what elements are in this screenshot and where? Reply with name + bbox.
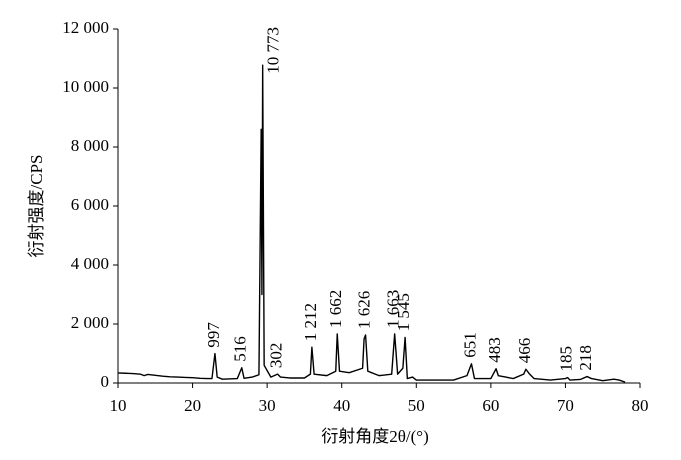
x-tick-label: 30 (259, 396, 276, 415)
peak-label: 218 (576, 345, 595, 371)
peak-label: 10 773 (264, 27, 283, 74)
y-tick-label: 8 000 (71, 136, 109, 155)
peak-label: 1 663 (384, 290, 403, 328)
peak-label: 1 662 (326, 290, 345, 328)
data-line (117, 64, 626, 383)
peak-label: 651 (460, 332, 479, 358)
peak-label: 1 626 (354, 291, 373, 329)
peak-label: 185 (557, 346, 576, 372)
peak-label: 302 (266, 343, 285, 369)
y-tick-label: 0 (101, 372, 110, 391)
y-tick-label: 4 000 (71, 254, 109, 273)
peak-label: 1 545 (394, 293, 413, 331)
y-tick-label: 2 000 (71, 313, 109, 332)
y-tick-label: 10 000 (62, 77, 109, 96)
x-tick-label: 40 (333, 396, 350, 415)
y-axis-label: 衍射强度/CPS (27, 155, 46, 258)
x-tick-label: 50 (408, 396, 425, 415)
x-tick-label: 80 (632, 396, 649, 415)
peak-label: 997 (204, 322, 223, 348)
x-tick-label: 70 (557, 396, 574, 415)
y-tick-label: 6 000 (71, 195, 109, 214)
x-tick-label: 10 (110, 396, 127, 415)
x-axis-label: 衍射角度2θ/(°) (321, 427, 429, 446)
x-tick-label: 20 (184, 396, 201, 415)
peak-label: 1 212 (301, 303, 320, 341)
peak-label: 516 (231, 336, 250, 362)
y-tick-label: 12 000 (62, 18, 109, 37)
peak-label: 466 (515, 338, 534, 364)
x-tick-label: 60 (482, 396, 499, 415)
peak-label: 483 (485, 337, 504, 363)
